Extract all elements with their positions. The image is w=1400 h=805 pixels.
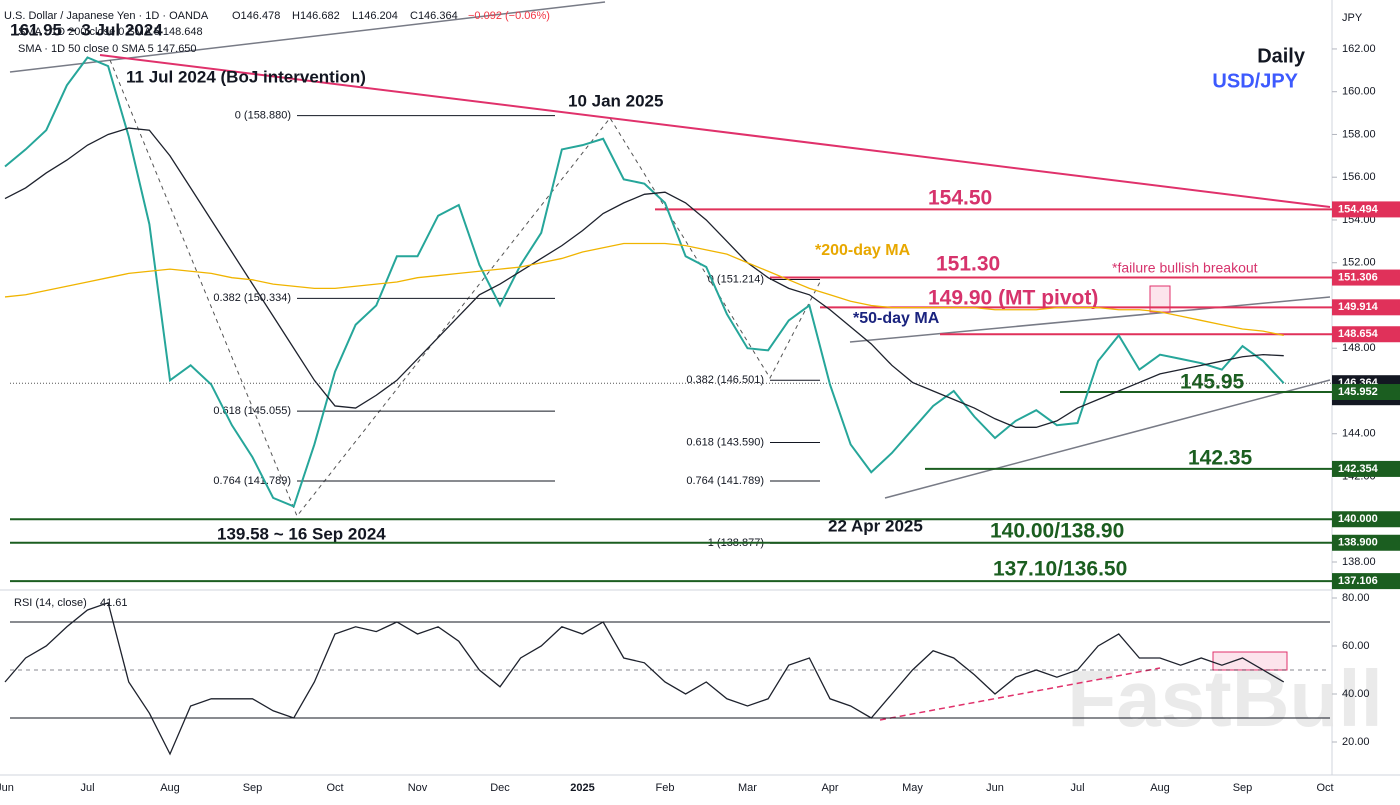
chart-title: U.S. Dollar / Japanese Yen · 1D · OANDA	[4, 10, 209, 22]
x-tick-label: 2025	[570, 782, 594, 794]
trend-line	[849, 296, 1331, 343]
x-tick-label: Jul	[80, 782, 94, 794]
price-tag	[1332, 326, 1400, 343]
y2-tick-label: 40.00	[1342, 688, 1370, 700]
y-tick-label: 158.00	[1342, 128, 1376, 140]
watermark: FastBull	[1067, 654, 1383, 743]
trend-line	[99, 54, 1331, 208]
fib-label: 0 (151.214)	[708, 273, 764, 285]
annotation: *failure bullish breakout	[1112, 260, 1258, 276]
symbol: USD/JPY	[1212, 70, 1298, 92]
annotation: 140.00/138.90	[990, 520, 1124, 543]
annotation: 151.30	[936, 253, 1000, 276]
fib-label: 0.764 (141.789)	[686, 475, 764, 487]
annotation: *200-day MA	[815, 242, 911, 259]
fib-label: 0.382 (146.501)	[686, 374, 764, 386]
ohlc: L146.204	[352, 10, 398, 22]
x-tick-label: Aug	[160, 782, 180, 794]
annotation: 137.10/136.50	[993, 558, 1127, 581]
price-tag-label: 149.914	[1338, 301, 1379, 313]
x-tick-label: Dec	[490, 782, 510, 794]
annotation: 145.95	[1180, 371, 1245, 394]
x-tick-label: Apr	[821, 782, 838, 794]
ohlc: C146.364	[410, 10, 458, 22]
x-tick-label: Oct	[326, 782, 343, 794]
fib-label: 0.618 (143.590)	[686, 436, 764, 448]
price-tag	[1332, 511, 1400, 528]
y2-tick-label: 60.00	[1342, 640, 1370, 652]
y-tick-label: 138.00	[1342, 556, 1376, 568]
y-tick-label: 156.00	[1342, 171, 1376, 183]
fib-label: 0.764 (141.789)	[213, 475, 291, 487]
rsi-box	[1212, 651, 1288, 671]
y-tick-label: 162.00	[1342, 43, 1376, 55]
x-tick-label: Sep	[1233, 782, 1253, 794]
y-tick-label: 160.00	[1342, 86, 1376, 98]
indicator: SMA · 1D 200 close 0 SMA 5 148.648	[18, 26, 203, 38]
price-line	[4, 242, 1284, 337]
timeframe: Daily	[1257, 45, 1306, 67]
x-tick-label: Jul	[1070, 782, 1084, 794]
rsi-value: 41.61	[100, 597, 128, 609]
x-tick-label: Jun	[0, 782, 14, 794]
price-tag	[1332, 299, 1400, 316]
currency: JPY	[1342, 12, 1363, 24]
annotation: 139.58 ~ 16 Sep 2024	[217, 524, 386, 543]
x-tick-label: Feb	[656, 782, 675, 794]
annotation: 10 Jan 2025	[568, 91, 663, 110]
trend-line	[884, 379, 1331, 499]
price-tag	[1332, 460, 1400, 477]
price-tag	[1332, 269, 1400, 286]
x-tick-label: Jun	[986, 782, 1004, 794]
indicator: SMA · 1D 50 close 0 SMA 5 147.650	[18, 43, 197, 55]
price-line	[4, 127, 1284, 428]
annotation: 11 Jul 2024 (BoJ intervention)	[126, 67, 366, 86]
price-tag-label: 142.354	[1338, 463, 1379, 475]
y2-tick-label: 80.00	[1342, 592, 1370, 604]
annotation: 142.35	[1188, 447, 1253, 470]
price-tag-label: 140.000	[1338, 513, 1378, 525]
x-tick-label: Aug	[1150, 782, 1170, 794]
x-tick-label: Nov	[408, 782, 428, 794]
y-tick-label: 144.00	[1342, 428, 1376, 440]
x-tick-label: Sep	[243, 782, 263, 794]
price-tag-label: 137.106	[1338, 575, 1378, 587]
price-tag-label: 151.306	[1338, 271, 1378, 283]
y-tick-label: 152.00	[1342, 257, 1376, 269]
rsi-line	[4, 601, 1285, 756]
fib-label: 0 (158.880)	[235, 110, 291, 122]
price-tag	[1332, 384, 1400, 401]
y2-tick-label: 20.00	[1342, 736, 1370, 748]
price-tag-label: 145.952	[1338, 386, 1378, 398]
ohlc: O146.478	[232, 10, 280, 22]
rsi-label: RSI (14, close)	[14, 597, 87, 609]
x-tick-label: Oct	[1316, 782, 1333, 794]
price-tag	[1332, 201, 1400, 218]
trend-line	[9, 1, 606, 73]
price-tag-label: 148.654	[1338, 328, 1379, 340]
price-line	[4, 56, 1285, 508]
price-tag-label: 154.494	[1338, 203, 1379, 215]
annotation: 161.95 ~ 3 Jul 2024	[10, 20, 163, 39]
price-tag	[1332, 573, 1400, 590]
annotation: 149.90 (MT pivot)	[928, 287, 1098, 310]
ohlc: −0.092 (−0.06%)	[468, 10, 550, 22]
rsi-trend	[879, 667, 1161, 721]
fib-label: 0.618 (145.055)	[213, 405, 291, 417]
price-tag	[1332, 534, 1400, 551]
annotation: *50-day MA	[853, 310, 940, 327]
fib-path	[109, 59, 821, 517]
y-tick-label: 148.00	[1342, 342, 1376, 354]
annotation: 22 Apr 2025	[828, 516, 923, 535]
annotation: 154.50	[928, 187, 992, 210]
fib-label: 0.382 (150.334)	[213, 292, 291, 304]
ohlc: H146.682	[292, 10, 340, 22]
x-tick-label: Mar	[738, 782, 757, 794]
x-tick-label: May	[902, 782, 923, 794]
price-tag-label: 138.900	[1338, 537, 1378, 549]
